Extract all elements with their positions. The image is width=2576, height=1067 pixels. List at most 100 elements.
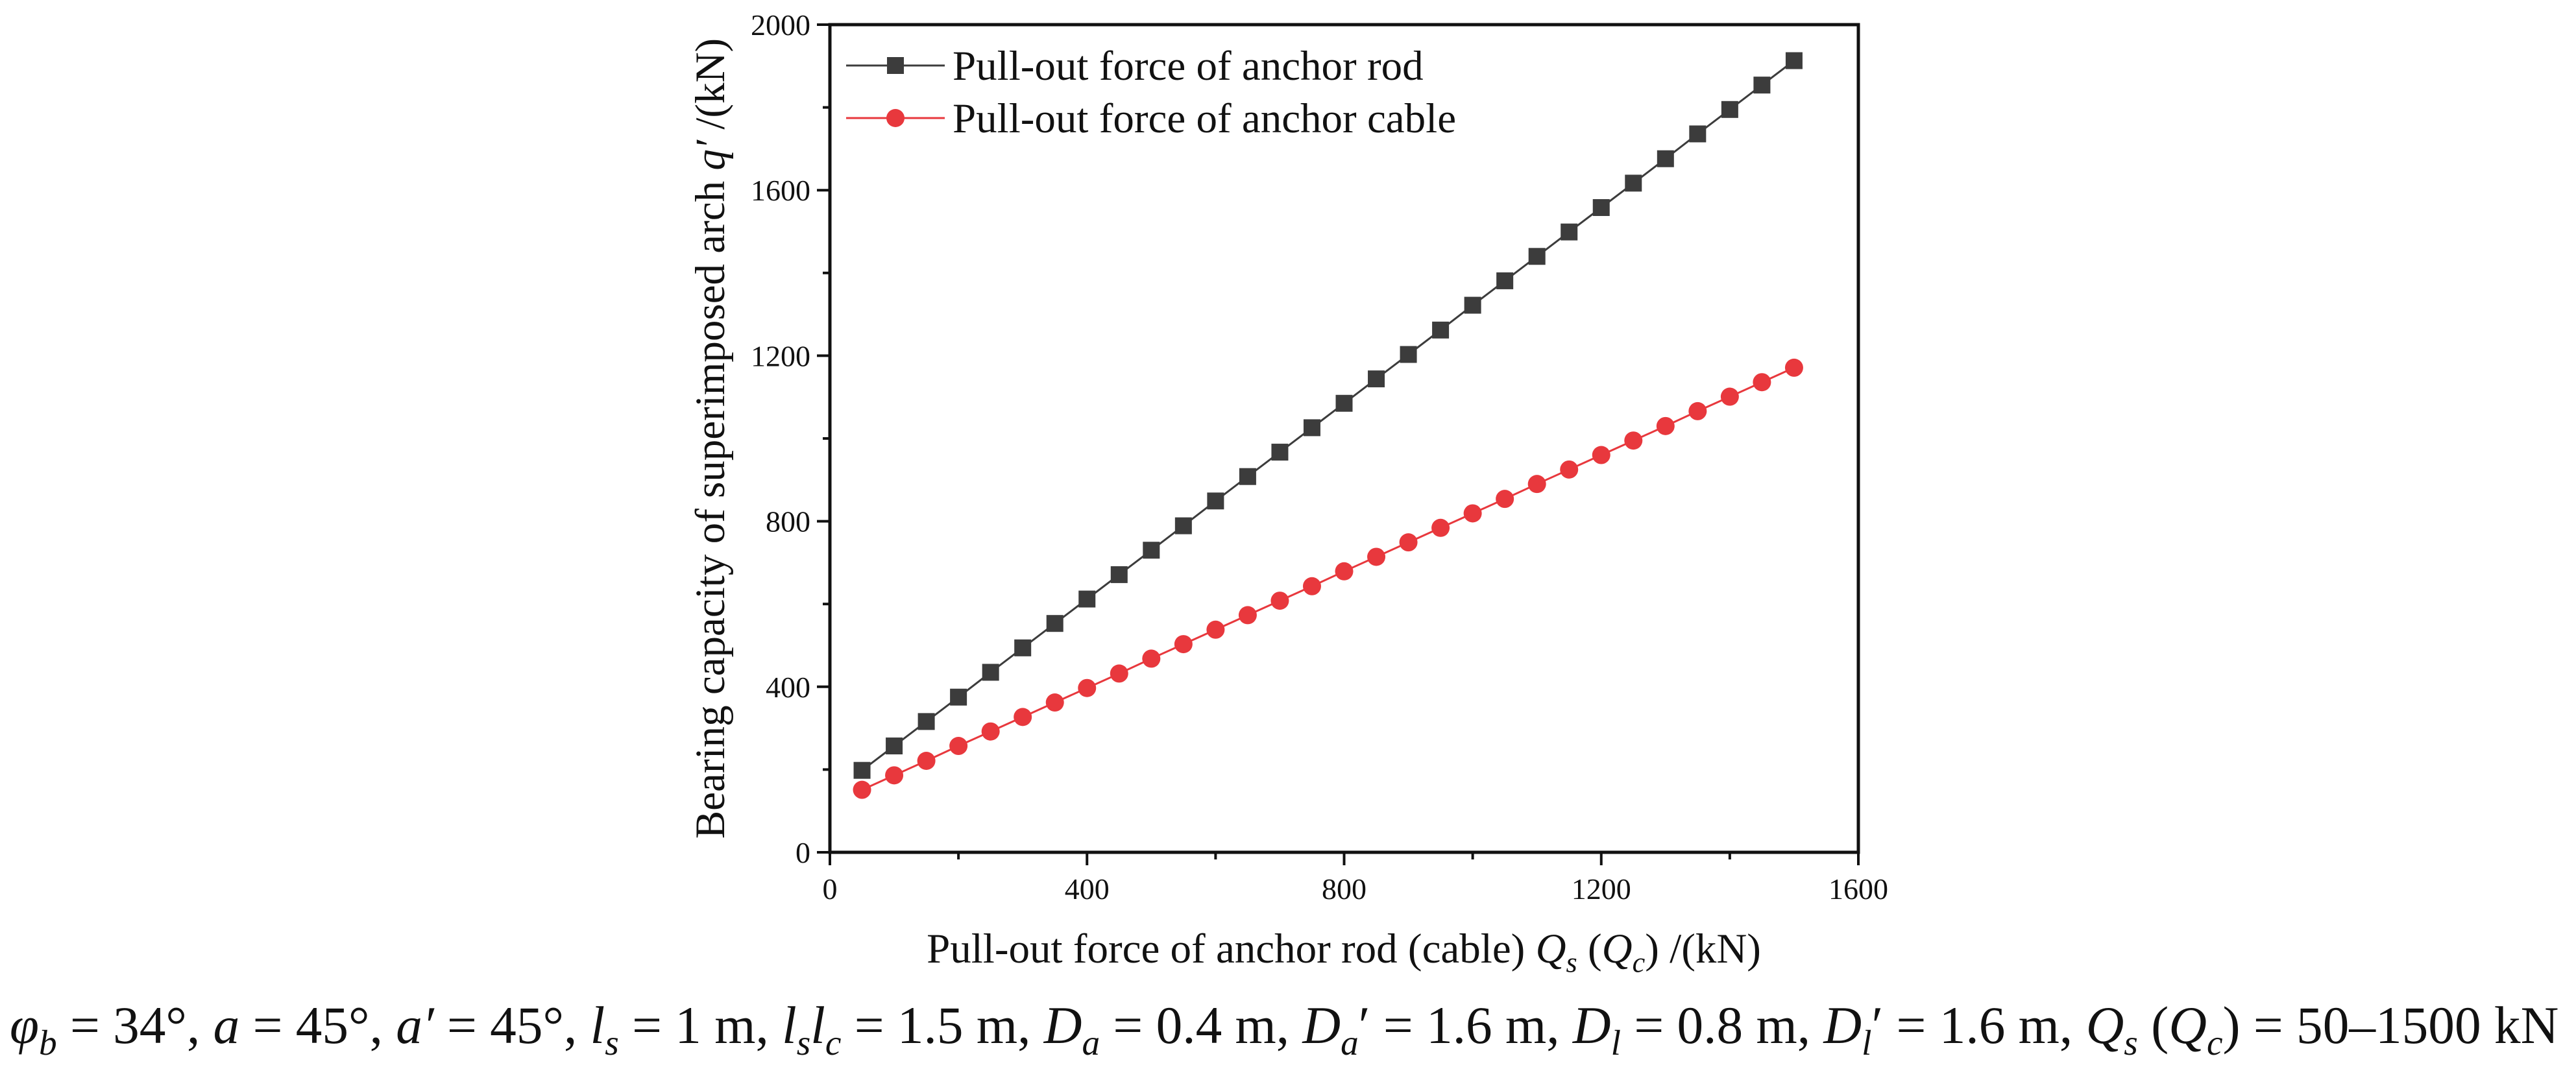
anchor-rod-data-point (1335, 394, 1353, 412)
anchor-cable-series-line (861, 366, 1795, 791)
anchor-rod-data-point (1174, 517, 1192, 534)
anchor-rod-data-point (917, 713, 935, 730)
anchor-rod-data-point (982, 664, 999, 681)
y-axis-label: Bearing capacity of superimposed arch q′… (687, 38, 734, 839)
legend-marker (886, 109, 905, 127)
anchor-rod-data-point (1239, 468, 1256, 485)
x-axis-label-segment: Pull-out force of anchor rod (cable) (927, 926, 1536, 972)
y-axis-label-segment: /(kN) (687, 38, 734, 140)
anchor-cable-data-point (1527, 475, 1546, 494)
anchor-cable-data-point (1560, 460, 1579, 479)
anchor-cable-data-point (1174, 635, 1193, 654)
caption-segment: = 34°, (57, 996, 213, 1055)
x-axis-label-segment: Q (1536, 926, 1566, 972)
legend-marker (887, 57, 904, 74)
anchor-cable-data-point (1045, 693, 1064, 712)
anchor-rod-data-point (1753, 77, 1771, 94)
anchor-rod-series-line (861, 60, 1795, 771)
anchor-cable-data-point (1014, 708, 1032, 726)
caption-segment: D (1302, 996, 1341, 1055)
x-axis-label-segment: c (1633, 946, 1646, 978)
anchor-rod-data-point (1689, 125, 1707, 143)
caption-segment: Q (2086, 996, 2124, 1055)
y-tick-label: 0 (796, 836, 810, 869)
anchor-rod-data-point (1432, 321, 1450, 339)
axis-ticks: 0 400 800 1200 1600 0 400 800 1200 1600 2000 (751, 8, 1888, 905)
anchor-rod-data-point (1528, 248, 1546, 265)
caption-segment: D (1572, 996, 1611, 1055)
x-axis-label-segment: ) /(kN) (1645, 926, 1761, 972)
anchor-cable-data-point (1110, 664, 1128, 683)
anchor-rod-data-point (1078, 590, 1096, 608)
anchor-cable-data-point (853, 780, 871, 799)
caption-segment: φ (10, 996, 39, 1055)
caption-segment: c (2207, 1023, 2223, 1062)
anchor-cable-data-point (1496, 490, 1514, 509)
anchor-rod-data-point (1014, 639, 1032, 656)
anchor-rod-data-point (1592, 198, 1610, 216)
caption-segment: b (39, 1023, 57, 1062)
y-axis-label-segment: q′ (687, 139, 734, 171)
anchor-cable-data-point (1624, 431, 1643, 450)
anchor-cable-data-point (917, 752, 936, 771)
anchor-rod-data-point (1046, 615, 1063, 632)
anchor-rod-data-point (1561, 223, 1578, 241)
caption-segment: = 45°, (434, 996, 590, 1055)
x-axis-label-segment: s (1566, 946, 1577, 978)
anchor-cable-data-point (1238, 606, 1257, 625)
anchor-cable-data-point (1302, 577, 1321, 595)
anchor-cable-data-point (1367, 547, 1386, 566)
anchor-cable-data-point (1431, 518, 1450, 537)
anchor-rod-data-point (853, 761, 871, 779)
caption-segment: a′ (396, 996, 435, 1055)
parameter-caption: φb = 34°, a = 45°, a′ = 45°, ls = 1 m, l… (10, 996, 2558, 1062)
y-tick-label: 1600 (751, 174, 810, 207)
caption-segment: a (1341, 1023, 1359, 1062)
anchor-rod-data-point (1143, 542, 1160, 559)
caption-segment: = 1.5 m, (841, 996, 1043, 1055)
anchor-cable-data-point (949, 737, 968, 756)
anchor-cable-data-point (1592, 446, 1610, 464)
caption-segment: l (1862, 1023, 1871, 1062)
anchor-cable-data-point (1688, 402, 1707, 420)
caption-segment: l (810, 996, 825, 1055)
anchor-cable-data-point (1335, 562, 1354, 581)
anchor-cable-data-point (1206, 620, 1225, 639)
anchor-rod-data-point (886, 737, 903, 755)
anchor-rod-data-point (1368, 370, 1385, 388)
x-axis-label-segment: ( (1577, 926, 1602, 972)
anchor-rod-data-point (1464, 296, 1481, 314)
caption-segment: l (1611, 1023, 1621, 1062)
legend-label: Pull-out force of anchor rod (953, 43, 1424, 90)
caption-segment: s (605, 1023, 619, 1062)
anchor-cable-data-point (1142, 649, 1161, 668)
x-tick-label: 400 (1065, 872, 1110, 905)
anchor-rod-data-point (1110, 566, 1128, 583)
legend-label: Pull-out force of anchor cable (953, 95, 1456, 142)
anchor-rod-data-point (1721, 101, 1738, 118)
x-tick-label: 800 (1322, 872, 1367, 905)
anchor-cable-data-point (981, 722, 1000, 741)
caption-segment: = 0.8 m, (1621, 996, 1823, 1055)
anchor-cable-data-point (885, 766, 904, 785)
anchor-rod-data-point (1207, 492, 1224, 510)
caption-segment: ′ = 1.6 m, (1359, 996, 1573, 1055)
anchor-rod-data-point (1625, 174, 1642, 192)
caption-segment: ) = 50–1500 kN (2222, 996, 2558, 1055)
anchor-cable-data-point (1463, 504, 1482, 523)
x-axis-label-segment: Q (1602, 926, 1633, 972)
caption-segment: l (782, 996, 797, 1055)
anchor-rod-data-point (1496, 272, 1514, 289)
caption-segment: ( (2138, 996, 2169, 1055)
caption-segment: Q (2169, 996, 2207, 1055)
y-tick-label: 1200 (751, 339, 810, 372)
x-tick-label: 1600 (1829, 872, 1888, 905)
x-tick-label: 0 (823, 872, 838, 905)
anchor-cable-data-point (1078, 678, 1097, 697)
caption-segment: c (825, 1023, 842, 1062)
caption-segment: l (590, 996, 605, 1055)
caption-segment: D (1823, 996, 1862, 1055)
caption-segment: s (797, 1023, 811, 1062)
anchor-rod-data-point (1785, 52, 1803, 69)
y-tick-label: 400 (766, 671, 810, 704)
